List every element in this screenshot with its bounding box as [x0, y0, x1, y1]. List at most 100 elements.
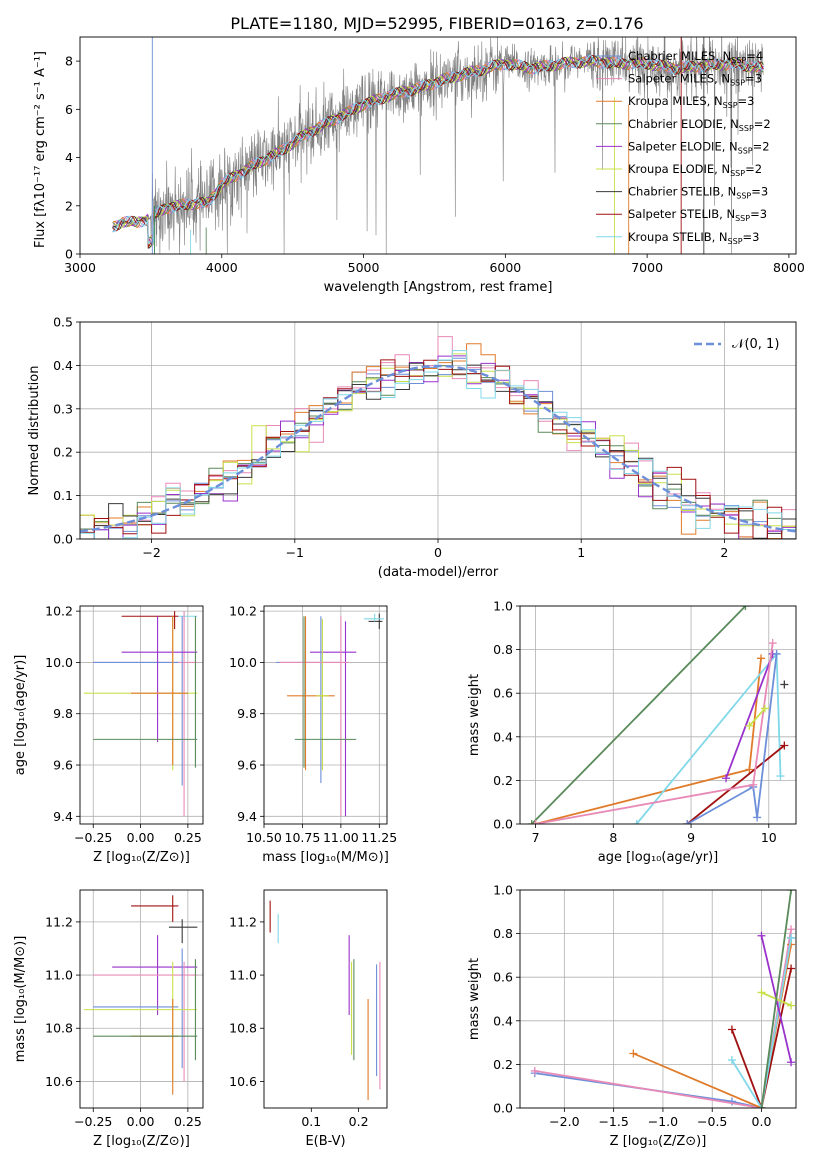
x-tick-label: −2.0 [549, 1114, 579, 1129]
x-tick-label: 0.00 [127, 830, 155, 845]
plus-marker [787, 1001, 796, 1010]
legend-label: Salpeter STELIB, NSSP=3 [628, 207, 767, 223]
plus-marker [745, 765, 754, 774]
plus-marker [527, 820, 536, 824]
model-line-9 [112, 54, 764, 245]
plus-marker [780, 680, 789, 689]
mass-vs-ebv-panel: 0.1 0.2 10.6 10.8 11.0 11.2 E(B-V) [229, 889, 388, 1149]
legend-label: Kroupa MILES, NSSP=3 [628, 94, 754, 110]
residuals-plot-area [80, 336, 796, 539]
x-tick-label: 9 [687, 830, 695, 845]
y-tick-label: 0.0 [53, 532, 73, 547]
plus-marker [768, 639, 777, 648]
x-tick-label: 4000 [206, 260, 238, 275]
y-tick-label: 9.8 [237, 706, 257, 721]
plus-marker [757, 654, 766, 663]
x-tick-label: 7000 [631, 260, 663, 275]
residuals-panel: −2 −1 0 1 2 0.0 0.1 0.2 0.3 0.4 0.5 (data-model)/er… [27, 315, 797, 580]
age-vs-Z-panel: −0.25 0.00 0.25 9.4 9.6 9.8 10.0 10.2 Z [log₁₀(Z… [13, 604, 204, 865]
y-tick-label: 1.0 [493, 883, 513, 898]
y-axis-label: mass weight [467, 958, 482, 1040]
y-tick-label: 11.2 [45, 914, 73, 929]
plus-marker [745, 721, 754, 730]
x-axis-label: wavelength [Angstrom, rest frame] [324, 280, 553, 295]
legend-label: Salpeter ELODIE, NSSP=2 [628, 139, 770, 155]
x-tick-label: 10 [761, 830, 777, 845]
y-tick-label: 0.4 [53, 358, 73, 373]
x-axis-label: E(B-V) [305, 1134, 345, 1149]
x-axis-label: age [log₁₀(age/yr)] [598, 850, 719, 865]
axes-frame [79, 605, 204, 825]
plot-area [83, 895, 198, 1095]
plus-marker [727, 1097, 736, 1106]
y-axis-label: mass weight [467, 674, 482, 756]
weight-line-4 [686, 744, 785, 824]
x-tick-label: 5000 [348, 260, 380, 275]
spectrum-legend: Chabrier MILES, NSSP=4 Salpeter MILES, NS… [596, 49, 771, 246]
x-tick-label: 11.00 [323, 830, 359, 845]
x-tick-label: 0.00 [127, 1114, 155, 1129]
plus-marker [632, 820, 641, 824]
y-tick-label: 10.6 [45, 1074, 73, 1089]
residuals-legend: 𝒩(0, 1) [694, 337, 779, 352]
axes-frame [79, 36, 797, 255]
plot-area [276, 613, 384, 817]
plus-marker [629, 1049, 638, 1058]
y-axis-label: age [log₁₀(age/yr)] [13, 655, 28, 776]
weight-line-5 [731, 937, 792, 1108]
axes-frame [263, 889, 388, 1109]
plus-marker [787, 964, 796, 973]
x-tick-label: 6000 [489, 260, 521, 275]
x-tick-label: −0.25 [74, 830, 112, 845]
y-tick-label: 0.6 [493, 970, 513, 985]
axes-frame [519, 605, 797, 825]
y-tick-label: 0.8 [493, 642, 513, 657]
x-tick-label: −1.5 [598, 1114, 628, 1129]
x-tick-label: 0.0 [752, 1114, 772, 1129]
x-tick-label: 2 [720, 545, 728, 560]
plus-marker [741, 606, 750, 610]
x-tick-label: 10.75 [285, 830, 321, 845]
plus-marker [749, 780, 758, 789]
plus-marker [757, 931, 766, 940]
x-tick-label: −1.0 [648, 1114, 678, 1129]
legend-label: Kroupa STELIB, NSSP=3 [628, 230, 759, 246]
gaussian-curve [80, 364, 796, 533]
plus-marker [760, 704, 769, 713]
y-tick-label: 11.2 [229, 914, 257, 929]
plus-marker [780, 741, 789, 750]
x-tick-label: 0.25 [174, 1114, 202, 1129]
y-tick-label: 0.5 [53, 315, 73, 330]
y-tick-label: 0.2 [493, 1057, 513, 1072]
y-tick-label: 10.0 [45, 655, 73, 670]
y-tick-label: 8 [65, 54, 73, 69]
plot-area [527, 606, 789, 824]
mass-vs-Z-panel: −0.25 0.00 0.25 10.6 10.8 11.0 11.2 Z [log₁₀(Z/… [13, 889, 204, 1149]
y-tick-label: 4 [65, 150, 73, 165]
y-tick-label: 10.8 [229, 1021, 257, 1036]
plus-marker [722, 774, 731, 783]
y-tick-label: 10.2 [229, 604, 257, 619]
legend-label: 𝒩(0, 1) [732, 337, 779, 352]
axes-frame [79, 321, 797, 540]
x-tick-label: 0.1 [301, 1114, 321, 1129]
plus-marker [727, 1025, 736, 1034]
weight-line-2 [534, 929, 792, 1108]
y-tick-label: 0.6 [493, 686, 513, 701]
x-tick-label: −0.25 [74, 1114, 112, 1129]
plot-area [530, 890, 796, 1108]
x-axis-label: Z [log₁₀(Z/Z⊙)] [93, 1134, 190, 1149]
y-tick-label: 9.4 [237, 809, 257, 824]
plus-marker [787, 1058, 796, 1067]
weight-line-6 [686, 653, 778, 824]
y-tick-label: 0.2 [493, 773, 513, 788]
y-tick-label: 11.0 [229, 968, 257, 983]
figure-title: PLATE=1180, MJD=52995, FIBERID=0163, z=0… [230, 14, 643, 33]
x-tick-label: −1 [286, 545, 304, 560]
y-tick-label: 2 [65, 198, 73, 213]
plus-marker [727, 1056, 736, 1065]
y-tick-label: 0.1 [53, 488, 73, 503]
x-tick-label: 10.50 [246, 830, 282, 845]
plot-area [269, 900, 381, 1101]
